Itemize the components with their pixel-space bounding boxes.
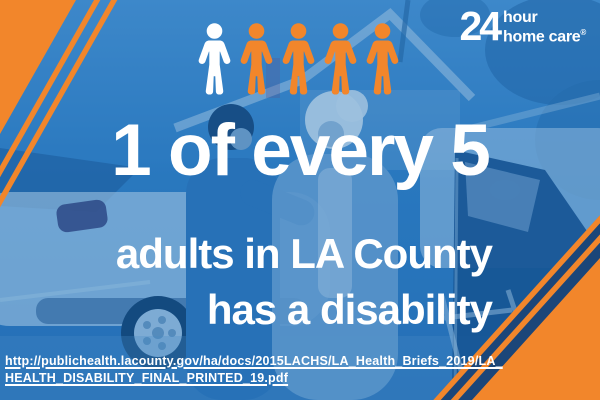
logo-word-home-care: home care® xyxy=(503,26,586,45)
logo-number: 24 xyxy=(459,3,502,49)
person-icon xyxy=(240,23,273,95)
logo-wordmark: hour home care® xyxy=(503,9,586,45)
subheadline-line-adults: adults in LA County xyxy=(115,230,493,277)
brand-logo: 24 hour home care® xyxy=(459,3,586,49)
person-icon xyxy=(366,23,399,95)
headline-stat: 1 of every 5 xyxy=(111,110,491,191)
logo-word-home-care-text: home care xyxy=(503,27,581,45)
source-url-line1: http://publichealth.lacounty.gov/ha/docs… xyxy=(5,354,503,368)
subheadline-line-disability: has a disability xyxy=(206,286,493,333)
person-icon xyxy=(282,23,315,95)
person-icon xyxy=(324,23,357,95)
source-url-link[interactable]: http://publichealth.lacounty.gov/ha/docs… xyxy=(5,353,503,387)
source-url-line2: HEALTH_DISABILITY_FINAL_PRINTED_19.pdf xyxy=(5,371,289,385)
person-icons-row xyxy=(196,23,401,95)
subheadline: adults in LA County has a disability xyxy=(115,226,493,338)
person-icon-highlighted xyxy=(198,23,231,95)
logo-word-hour: hour xyxy=(503,9,538,26)
registered-trademark-icon: ® xyxy=(580,27,586,37)
